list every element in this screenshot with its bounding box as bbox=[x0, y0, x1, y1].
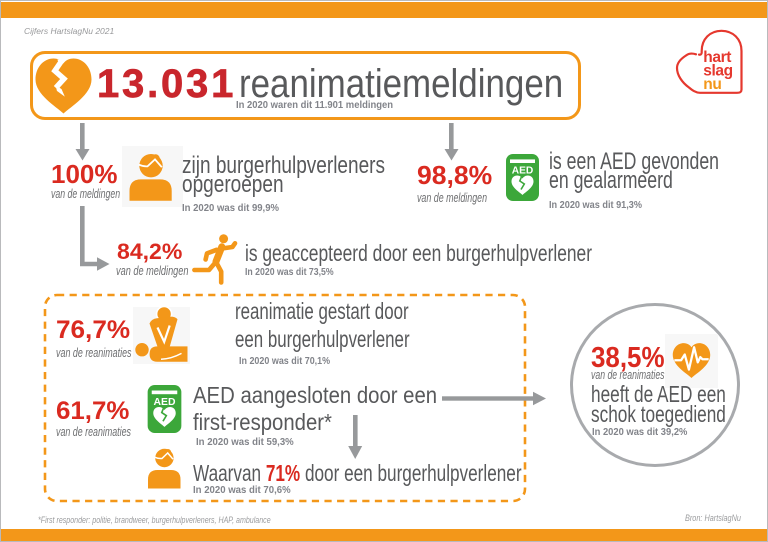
svg-text:slag: slag bbox=[703, 62, 732, 79]
svg-text:nu: nu bbox=[703, 76, 721, 93]
svg-text:hart: hart bbox=[703, 49, 731, 66]
svg-text:AED: AED bbox=[512, 165, 534, 176]
svg-text:AED: AED bbox=[154, 397, 176, 408]
